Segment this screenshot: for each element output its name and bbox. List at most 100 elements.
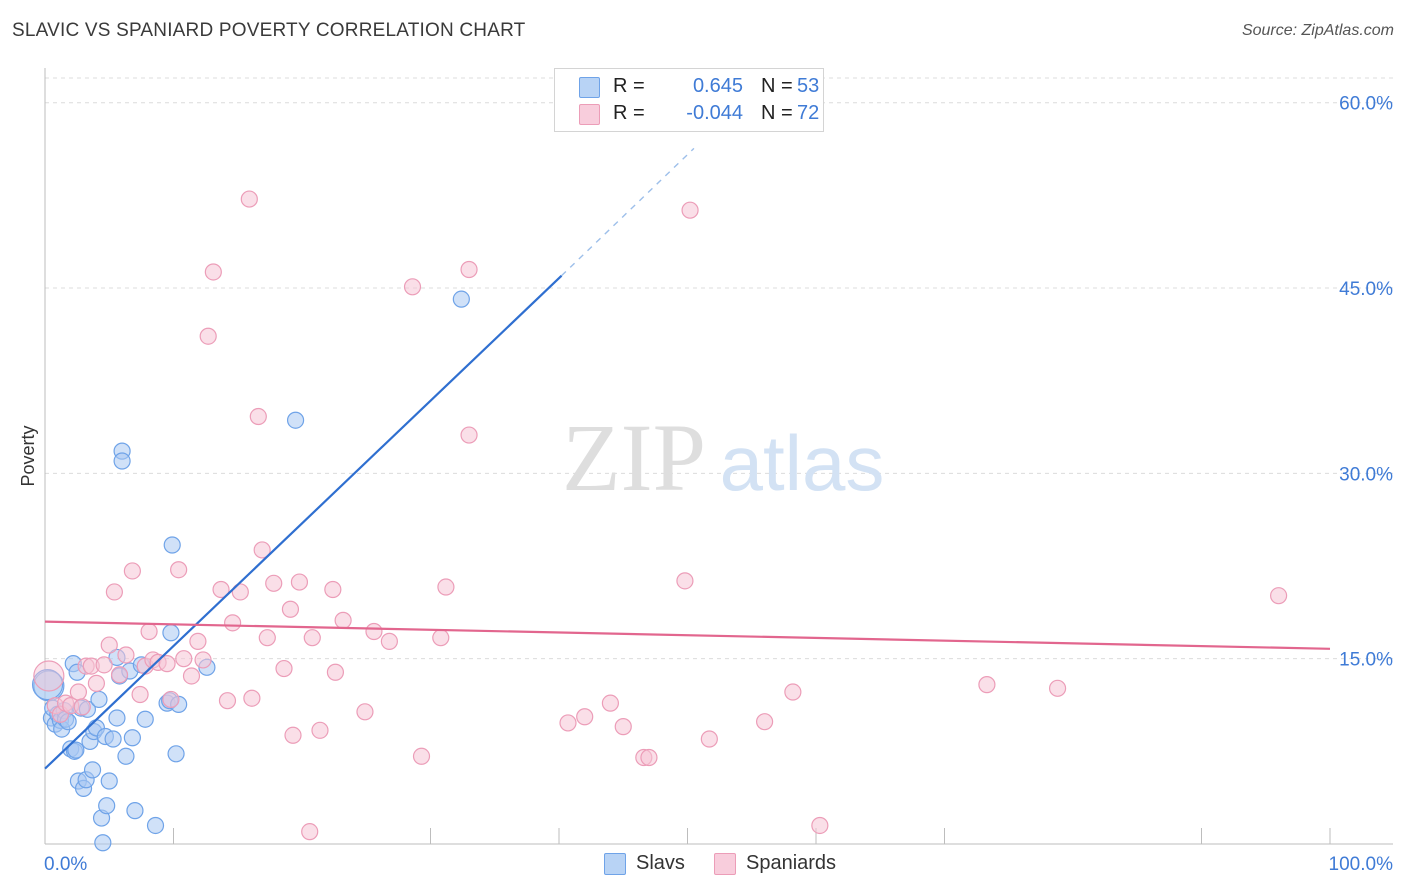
- spaniards-point: [380, 632, 398, 650]
- spaniards-point: [700, 730, 718, 748]
- trend-lines: [44, 147, 1331, 770]
- y-tick-label: 15.0%: [1339, 650, 1393, 671]
- spaniards-point: [460, 426, 478, 444]
- legend-n-label: N =: [761, 102, 793, 124]
- slavs-point: [94, 834, 112, 852]
- slavs-point: [90, 690, 108, 709]
- correlation-legend: R = 0.645 N = 53 R = -0.044 N = 72: [554, 68, 824, 132]
- spaniards-point: [117, 646, 135, 664]
- spaniards-point: [240, 190, 258, 208]
- spaniards-point: [131, 685, 149, 704]
- bottom-legend-label-slavs: Slavs: [636, 852, 685, 874]
- spaniards-point: [284, 726, 302, 744]
- spaniards-point: [403, 278, 422, 296]
- spaniards-point: [265, 574, 283, 592]
- spaniards-point: [576, 708, 594, 726]
- slavs-point: [163, 536, 181, 554]
- legend-r-value: 0.645: [692, 75, 743, 97]
- x-tick-label-left: 0.0%: [44, 854, 87, 875]
- slavs-point: [286, 411, 305, 429]
- spaniards-point: [182, 667, 201, 685]
- slavs-point: [167, 745, 185, 763]
- spaniards-point: [33, 660, 65, 692]
- spaniards-point: [253, 541, 271, 559]
- spaniards-point: [87, 674, 106, 692]
- chart-title: SLAVIC VS SPANIARD POVERTY CORRELATION C…: [12, 20, 526, 41]
- spaniards-point: [681, 201, 699, 219]
- spaniards-point: [170, 561, 188, 579]
- spaniards-point: [290, 573, 309, 591]
- y-tick-label: 60.0%: [1339, 94, 1393, 115]
- spaniards-point: [811, 816, 829, 835]
- chart-source: Source: ZipAtlas.com: [1241, 22, 1394, 39]
- spaniards-point: [189, 632, 207, 650]
- spaniards-point: [249, 407, 267, 426]
- spaniards-point: [326, 663, 345, 681]
- bottom-legend-swatch-slavs: [604, 853, 626, 875]
- legend-n-label: N =: [761, 75, 793, 97]
- slavs-point: [98, 797, 116, 815]
- spaniards-point: [460, 260, 478, 279]
- spaniards-point: [640, 748, 658, 767]
- spaniards-point: [199, 327, 217, 345]
- spaniards-point: [755, 713, 774, 731]
- spaniards-point: [158, 655, 176, 673]
- spaniards-point: [324, 580, 342, 599]
- y-tick-labels: 15.0% 30.0% 45.0% 60.0%: [1339, 94, 1393, 671]
- spaniards-point: [162, 690, 180, 709]
- spaniards-point: [303, 629, 321, 647]
- spaniards-point: [194, 651, 212, 669]
- watermark: ZIP atlas: [562, 404, 884, 511]
- spaniards-point: [301, 823, 319, 841]
- y-tick-label: 45.0%: [1339, 279, 1393, 300]
- legend-swatch-spaniards: [579, 104, 600, 125]
- slavs-point: [452, 290, 470, 308]
- slavs-point: [31, 669, 64, 701]
- spaniards-point: [212, 580, 230, 599]
- bottom-legend-label-spaniards: Spaniards: [746, 852, 837, 874]
- spaniards-point: [1269, 587, 1288, 605]
- slavs-point: [100, 772, 118, 790]
- bottom-legend-swatch-spaniards: [714, 853, 736, 875]
- legend-n-value: 53: [797, 75, 820, 97]
- legend-n-value: 72: [797, 102, 820, 124]
- spaniards-point: [432, 629, 450, 647]
- legend-r-value: -0.044: [686, 102, 743, 124]
- spaniards-point: [258, 629, 276, 647]
- spaniards-point: [311, 721, 329, 739]
- slavs-point: [162, 624, 180, 642]
- spaniards-point: [614, 718, 632, 736]
- spaniards-point: [110, 666, 129, 684]
- spaniards-point: [334, 611, 352, 629]
- legend-r-label: R =: [613, 102, 645, 124]
- y-tick-label: 30.0%: [1339, 464, 1393, 485]
- spaniards-point: [140, 622, 158, 641]
- spaniards-point: [281, 600, 300, 618]
- spaniards-point: [275, 659, 293, 678]
- spaniards-point: [105, 583, 123, 601]
- spaniards-point: [100, 636, 118, 654]
- spaniards-point: [204, 263, 222, 281]
- slavs-point: [67, 741, 85, 759]
- spaniards-point: [175, 650, 193, 668]
- spaniards-point: [73, 698, 91, 716]
- slavs-point: [146, 816, 165, 835]
- spaniards-point: [243, 689, 261, 707]
- spaniards-point: [218, 692, 237, 710]
- slavs-point: [113, 452, 131, 470]
- spaniards-point: [231, 583, 249, 601]
- spaniards-point: [224, 614, 242, 632]
- spaniards-point: [95, 656, 113, 674]
- slavs-point: [136, 710, 154, 728]
- slavs-point: [123, 729, 141, 747]
- slavs-point: [108, 709, 126, 727]
- slavs-point: [83, 761, 102, 779]
- spaniards-point: [1048, 679, 1067, 697]
- spaniards-point: [356, 703, 374, 721]
- watermark-zip: ZIP: [562, 404, 706, 511]
- gridlines: [45, 77, 1393, 660]
- spaniards-point: [784, 683, 802, 701]
- slavs-point: [104, 730, 122, 748]
- legend-r-label: R =: [613, 75, 645, 97]
